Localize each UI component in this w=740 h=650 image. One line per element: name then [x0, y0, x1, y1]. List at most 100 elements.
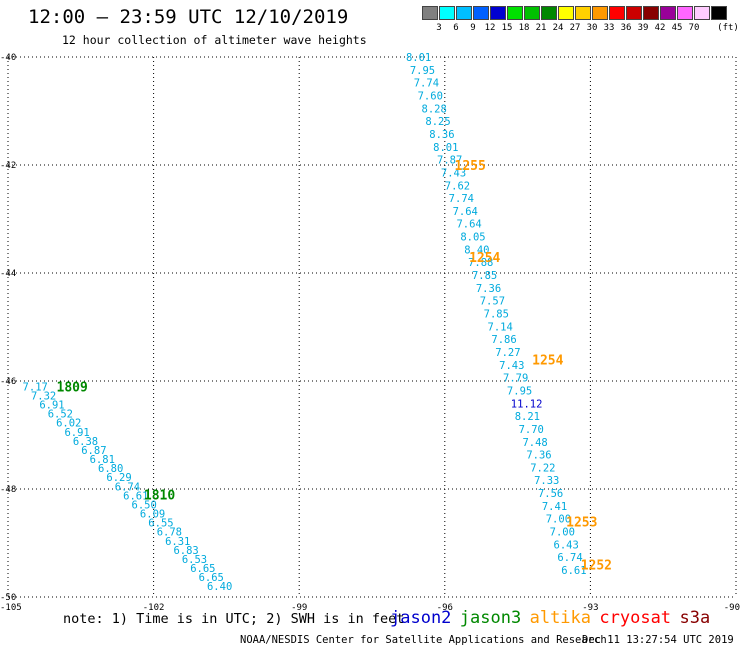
swh-value-east: 7.64: [453, 206, 478, 218]
swh-value-east: 8.40: [464, 244, 489, 256]
swh-value-east: 7.48: [522, 437, 547, 449]
swh-value-east: 7.36: [526, 450, 551, 462]
legend-label: 24: [552, 23, 564, 33]
swh-value-east: 8.21: [515, 411, 540, 423]
lon-tick-label: -99: [291, 603, 307, 613]
swh-value-west: 6.74: [115, 481, 140, 493]
legend-swatch: [575, 6, 591, 20]
swh-value-east: 8.25: [425, 116, 450, 128]
legend-swatch: [694, 6, 710, 20]
lon-tick-label: -105: [0, 603, 22, 613]
swh-value-east: 8.01: [433, 142, 458, 154]
swh-value-east: 7.14: [488, 321, 513, 333]
legend-swatch: [558, 6, 574, 20]
swh-value-west: 6.31: [165, 536, 190, 548]
swh-value-east: 7.27: [495, 347, 520, 359]
legend-label: 15: [501, 23, 513, 33]
swh-value-east: 7.43: [441, 167, 466, 179]
pass-time-label: 1254: [469, 251, 500, 266]
pass-time-label: 1809: [57, 380, 88, 395]
swh-value-east: 8.05: [460, 232, 485, 244]
swh-value-west: 6.81: [90, 454, 115, 466]
legend-label: 36: [620, 23, 632, 33]
legend-label: 3: [436, 23, 442, 33]
legend-swatch: [473, 6, 489, 20]
generation-timestamp: Dec 11 13:27:54 UTC 2019: [582, 634, 734, 646]
swh-value-east: 7.00: [546, 514, 571, 526]
swh-value-east: 7.79: [503, 373, 528, 385]
swh-value-east: 8.01: [406, 52, 431, 64]
swh-value-east: 6.74: [557, 552, 582, 564]
swh-value-west: 6.53: [182, 554, 207, 566]
swh-value-west: 6.91: [64, 427, 89, 439]
swh-value-west: 6.02: [56, 418, 81, 430]
swh-value-east: 7.56: [538, 488, 563, 500]
swh-value-west: 6.65: [199, 572, 224, 584]
lon-tick-label: -96: [437, 603, 453, 613]
legend-swatch: [660, 6, 676, 20]
swh-value-east: 7.41: [542, 501, 567, 513]
legend-swatch: [422, 6, 438, 20]
swh-value-east: 7.95: [507, 385, 532, 397]
swh-value-west: 6.78: [157, 527, 182, 539]
legend-label: 42: [654, 23, 666, 33]
swh-value-east: 7.33: [534, 475, 559, 487]
legend-label: 45: [671, 23, 683, 33]
satellite-cryosat: cryosat: [599, 608, 672, 628]
swh-value-east: 7.60: [418, 90, 443, 102]
legend-swatch: [507, 6, 523, 20]
lon-tick-label: -93: [582, 603, 598, 613]
satellite-altika: altika: [529, 608, 592, 628]
swh-value-west: 6.83: [173, 545, 198, 557]
pass-time-label: 1810: [144, 488, 175, 503]
swh-value-east: 7.57: [480, 296, 505, 308]
swh-value-east: 7.85: [484, 309, 509, 321]
lat-tick-label: -50: [0, 593, 16, 603]
swh-value-east: 8.28: [422, 103, 447, 115]
pass-time-label: 1252: [581, 559, 612, 574]
swh-value-west: 6.61: [123, 490, 148, 502]
legend-swatch: [711, 6, 727, 20]
swh-value-east: 7.95: [410, 65, 435, 77]
swh-value-east: 7.36: [476, 283, 501, 295]
swh-value-east: 7.64: [456, 219, 481, 231]
legend-label: 18: [518, 23, 530, 33]
legend-swatch: [541, 6, 557, 20]
map-title: 12:00 — 23:59 UTC 12/10/2019: [28, 6, 349, 28]
legend-label: 12: [484, 23, 496, 33]
satellite-s3a: s3a: [679, 608, 711, 628]
swh-value-west: 6.38: [73, 436, 98, 448]
legend-unit: (ft): [717, 23, 739, 33]
swh-value-west: 6.80: [98, 463, 123, 475]
swh-value-west: 6.65: [190, 563, 215, 575]
swh-value-east: 7.70: [519, 424, 544, 436]
legend-label: 70: [688, 23, 700, 33]
lon-tick-label: -90: [724, 603, 740, 613]
swh-value-west: 7.32: [31, 390, 56, 402]
legend-swatch: [490, 6, 506, 20]
satellite-jason3: jason3: [459, 608, 522, 628]
swh-value-east: 6.61: [561, 565, 586, 577]
legend-label: 39: [637, 23, 649, 33]
swh-value-east: 7.62: [445, 180, 470, 192]
swh-value-east: 7.43: [499, 360, 524, 372]
swh-value-east: 7.85: [472, 270, 497, 282]
legend-swatch: [439, 6, 455, 20]
swh-value-west: 6.87: [81, 445, 106, 457]
legend-swatch: [626, 6, 642, 20]
satellite-jason2: jason2: [390, 608, 452, 628]
swh-value-east: 7.87: [437, 155, 462, 167]
legend-label: 21: [535, 23, 547, 33]
swh-value-west: 6.91: [39, 400, 64, 412]
swh-value-east: 7.22: [530, 462, 555, 474]
swh-value-east: 7.00: [550, 527, 575, 539]
credit-text: NOAA/NESDIS Center for Satellite Applica…: [240, 634, 607, 646]
legend-swatch: [609, 6, 625, 20]
legend-swatch: [643, 6, 659, 20]
swh-value-west: 6.40: [207, 581, 232, 593]
legend-swatch: [677, 6, 693, 20]
swh-value-west: 6.29: [106, 472, 131, 484]
legend-swatch: [524, 6, 540, 20]
swh-value-east: 11.12: [511, 398, 543, 410]
